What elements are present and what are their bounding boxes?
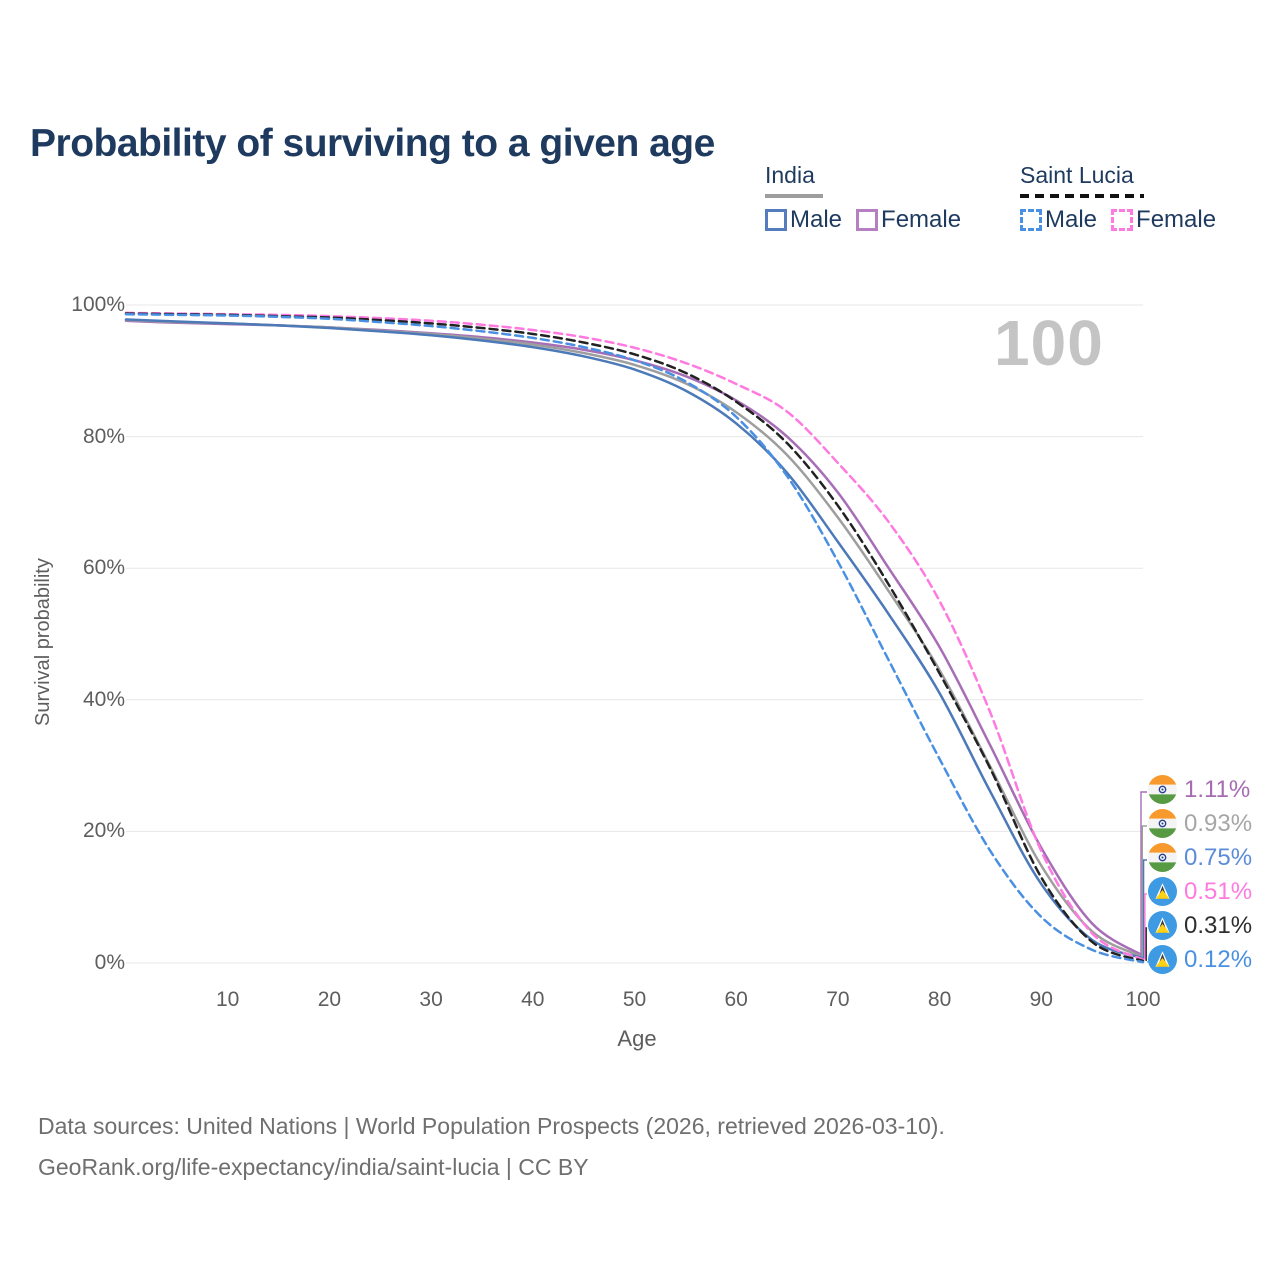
footer-datasources: Data sources: United Nations | World Pop…	[38, 1113, 945, 1139]
x-tick-20: 20	[317, 988, 342, 1011]
legend-item-saint-lucia-male[interactable]: Male	[1020, 206, 1097, 234]
saint-lucia-flag-icon	[1148, 877, 1177, 906]
end-label-value: 0.51%	[1184, 877, 1253, 905]
legend-item-saint-lucia-female[interactable]: Female	[1111, 206, 1216, 234]
page-title: Probability of surviving to a given age	[30, 122, 715, 166]
label-connector-india-both-sexes	[1141, 825, 1147, 957]
legend-item-india-female[interactable]: Female	[856, 206, 961, 234]
legend-group-saint-lucia: Saint Lucia Male Female	[1020, 162, 1216, 234]
line-saint-lucia-male[interactable]	[124, 312, 1145, 964]
label-connector-india-male	[1142, 859, 1147, 959]
line-india-both-sexes[interactable]	[124, 318, 1145, 959]
legend-label: Male	[790, 206, 843, 233]
end-label-saint-lucia-female: 0.51%	[1148, 877, 1252, 906]
end-label-value: 0.93%	[1184, 809, 1253, 837]
y-tick-60: 60%	[82, 556, 125, 580]
x-tick-90: 90	[1029, 988, 1053, 1011]
legend-group-india: India Male Female	[765, 162, 961, 234]
x-tick-10: 10	[216, 988, 240, 1011]
end-label-value: 0.75%	[1184, 843, 1253, 871]
end-label-value: 0.12%	[1184, 945, 1253, 973]
legend-group-title: Saint Lucia	[1020, 162, 1134, 188]
legend-swatch-female	[856, 209, 879, 231]
both-sexes-solid-line-swatch	[765, 194, 823, 198]
label-connector-saint-lucia-both-sexes	[1145, 927, 1147, 961]
x-tick-50: 50	[622, 988, 647, 1011]
x-tick-80: 80	[927, 988, 952, 1011]
end-label-value: 1.11%	[1184, 775, 1251, 803]
both-sexes-dashed-line-swatch	[1020, 194, 1144, 198]
label-connector-india-female	[1140, 791, 1147, 956]
end-label-value: 0.31%	[1184, 911, 1253, 939]
x-axis-title: Age	[617, 1026, 657, 1051]
legend-label: Female	[881, 206, 962, 233]
x-tick-60: 60	[724, 988, 748, 1011]
x-tick-40: 40	[521, 988, 545, 1011]
label-connector-saint-lucia-female	[1144, 893, 1147, 960]
line-india-female[interactable]	[124, 319, 1145, 957]
end-label-saint-lucia-male: 0.12%	[1148, 945, 1252, 974]
legend-label: Male	[1045, 206, 1098, 233]
y-tick-80: 80%	[82, 424, 125, 448]
line-saint-lucia-both-sexes[interactable]	[124, 312, 1145, 963]
x-tick-70: 70	[826, 988, 850, 1011]
x-tick-100: 100	[1125, 988, 1161, 1011]
footer-link[interactable]: GeoRank.org/life-expectancy/india/saint-…	[38, 1154, 589, 1180]
footer: Data sources: United Nations | World Pop…	[38, 1106, 945, 1188]
legend-swatch-male	[765, 209, 787, 231]
legend-item-india-male[interactable]: Male	[765, 206, 842, 234]
line-india-male[interactable]	[124, 318, 1145, 960]
y-tick-40: 40%	[82, 687, 125, 711]
y-tick-0: 0%	[94, 951, 125, 974]
x-tick-30: 30	[419, 988, 443, 1011]
end-label-india-both-sexes: 0.93%	[1148, 809, 1252, 838]
legend-swatch-male	[1020, 209, 1042, 231]
y-tick-20: 20%	[82, 819, 125, 843]
end-label-india-male: 0.75%	[1148, 843, 1252, 872]
end-label-saint-lucia-both-sexes: 0.31%	[1148, 911, 1252, 940]
watermark-age-100: 100	[994, 307, 1104, 379]
india-flag-icon	[1148, 809, 1177, 838]
saint-lucia-flag-icon	[1148, 911, 1177, 940]
india-flag-icon	[1148, 843, 1177, 872]
line-saint-lucia-female[interactable]	[124, 311, 1145, 961]
india-flag-icon	[1148, 775, 1177, 804]
y-tick-100: 100%	[71, 293, 125, 316]
legend-swatch-female	[1111, 209, 1134, 231]
legend-group-title: India	[765, 162, 815, 188]
saint-lucia-flag-icon	[1148, 945, 1177, 974]
end-label-india-female: 1.11%	[1148, 775, 1250, 804]
legend-label: Female	[1136, 206, 1217, 233]
